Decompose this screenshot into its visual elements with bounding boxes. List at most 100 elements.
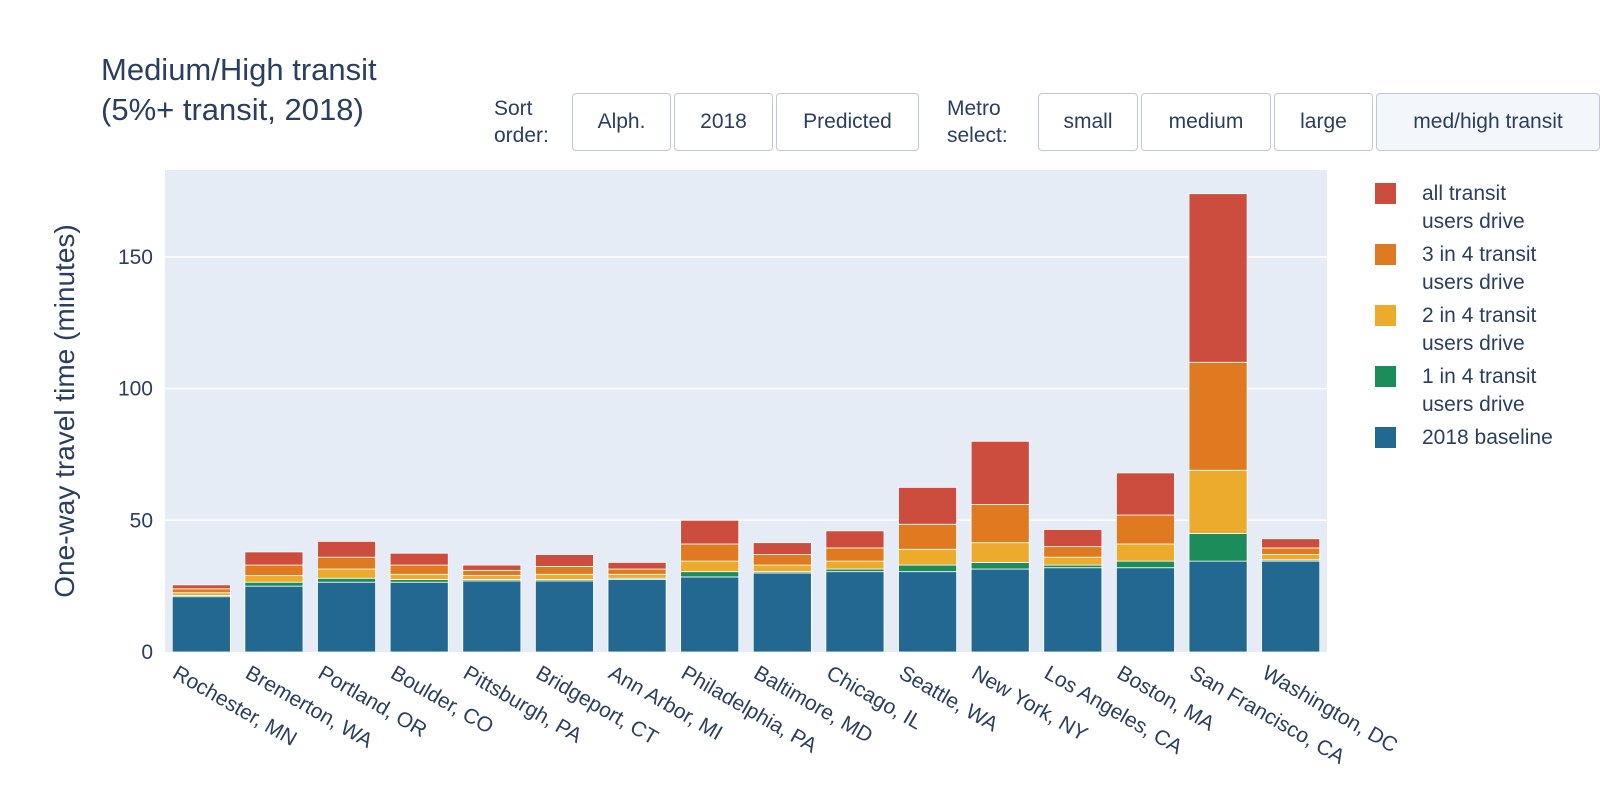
metro-large-button[interactable]: large (1274, 93, 1373, 151)
sort-order-label-line-1: Sort (494, 97, 533, 120)
bar-segment (970, 562, 1030, 570)
bar-segment (389, 564, 449, 575)
bar-segment (534, 580, 594, 653)
bar-segment (462, 580, 522, 653)
sort-order-label: Sort order: (494, 95, 549, 149)
y-tick-label: 0 (141, 641, 153, 664)
metro-medhigh-transit-button[interactable]: med/high transit (1376, 93, 1600, 151)
bar-segment (1188, 361, 1248, 471)
bar-segment (244, 575, 304, 583)
metro-select-label-line-1: Metro (947, 97, 1001, 120)
bar-segment (825, 547, 885, 562)
bar-segment (680, 519, 740, 545)
sort-predicted-button[interactable]: Predicted (776, 93, 919, 151)
bar-segment (534, 554, 594, 567)
legend-swatch (1375, 305, 1396, 326)
metro-select-label: Metro select: (947, 95, 1008, 149)
bar-segment (317, 577, 377, 583)
legend-label: 1 in 4 transit users drive (1422, 365, 1537, 416)
bar-segment (752, 572, 812, 653)
bar-segment (752, 554, 812, 566)
bar-segment (171, 588, 231, 594)
metro-small-button[interactable]: small (1038, 93, 1138, 151)
metro-select-label-line-2: select: (947, 124, 1008, 147)
sort-2018-button[interactable]: 2018 (674, 93, 773, 151)
legend-label: 3 in 4 transit users drive (1422, 243, 1537, 294)
bar-segment (825, 530, 885, 549)
metro-medium-button[interactable]: medium (1141, 93, 1271, 151)
legend-swatch (1375, 183, 1396, 204)
legend-label: all transit users drive (1422, 182, 1525, 233)
legend-swatch (1375, 427, 1396, 448)
bar-segment (607, 579, 667, 653)
bar-segment (970, 542, 1030, 563)
bar-segment (244, 585, 304, 653)
bar-segment (317, 581, 377, 653)
bar-segment (680, 571, 740, 578)
bar-segment (825, 560, 885, 570)
bar-segment (1115, 514, 1175, 545)
bar-segment (898, 571, 958, 653)
legend-item[interactable]: 3 in 4 transit users drive (1375, 241, 1536, 297)
x-tick-label: Bremerton, WA (241, 661, 376, 752)
bar-segment (462, 569, 522, 577)
y-axis-label: One-way travel time (minutes) (49, 224, 80, 597)
legend-label: 2 in 4 transit users drive (1422, 304, 1537, 355)
bar-segment (752, 564, 812, 573)
bar-segment (171, 584, 231, 590)
sort-alph-button[interactable]: Alph. (572, 93, 671, 151)
bar-segment (1115, 560, 1175, 569)
bar-segment (389, 573, 449, 580)
y-tick-label: 50 (130, 509, 153, 532)
bar-segment (825, 571, 885, 653)
bar-segment (898, 523, 958, 550)
bar-segment (680, 543, 740, 562)
bar-segment (1261, 547, 1321, 555)
bar-segment (680, 560, 740, 573)
bar-segment (1043, 567, 1103, 653)
legend-swatch (1375, 366, 1396, 387)
chart-title-line-1: Medium/High transit (101, 52, 377, 87)
bar-segment (898, 548, 958, 566)
x-tick-label: Bridgeport, CT (532, 661, 662, 749)
bar-segment (1261, 538, 1321, 549)
bar-segment (1188, 560, 1248, 653)
bar-segment (171, 596, 231, 653)
bar-segment (1043, 556, 1103, 566)
bar-segment (752, 542, 812, 555)
y-tick-label: 150 (118, 246, 153, 269)
bar-segment (244, 551, 304, 566)
bar-segment (389, 581, 449, 653)
bar-segment (534, 565, 594, 575)
legend-item[interactable]: 1 in 4 transit users drive (1375, 363, 1536, 419)
x-tick-label: Rochester, MN (169, 661, 301, 750)
bar-segment (1043, 529, 1103, 548)
bar-segment (970, 504, 1030, 544)
bar-segment (462, 575, 522, 580)
chart-title: Medium/High transit (5%+ transit, 2018) (101, 50, 481, 130)
bar-segment (317, 540, 377, 558)
bar-segment (1043, 546, 1103, 558)
bar-segment (534, 573, 594, 580)
y-tick-label: 100 (118, 378, 153, 401)
bar-segment (1115, 472, 1175, 516)
bar-segment (462, 564, 522, 571)
bar-segment (1115, 567, 1175, 653)
bar-segment (970, 568, 1030, 653)
legend-item[interactable]: all transit users drive (1375, 180, 1525, 236)
legend-label: 2018 baseline (1422, 426, 1553, 449)
bar-segment (898, 564, 958, 573)
bar-segment (1188, 193, 1248, 363)
bar-segment (1115, 543, 1175, 562)
legend-item[interactable]: 2018 baseline (1375, 424, 1553, 452)
bar-segment (1188, 533, 1248, 562)
legend-item[interactable]: 2 in 4 transit users drive (1375, 302, 1536, 358)
bar-segment (607, 568, 667, 575)
chart-title-line-2: (5%+ transit, 2018) (101, 92, 364, 127)
bar-segment (317, 568, 377, 579)
bar-segment (607, 562, 667, 570)
bar-segment (970, 440, 1030, 505)
bar-segment (607, 573, 667, 579)
legend-swatch (1375, 244, 1396, 265)
